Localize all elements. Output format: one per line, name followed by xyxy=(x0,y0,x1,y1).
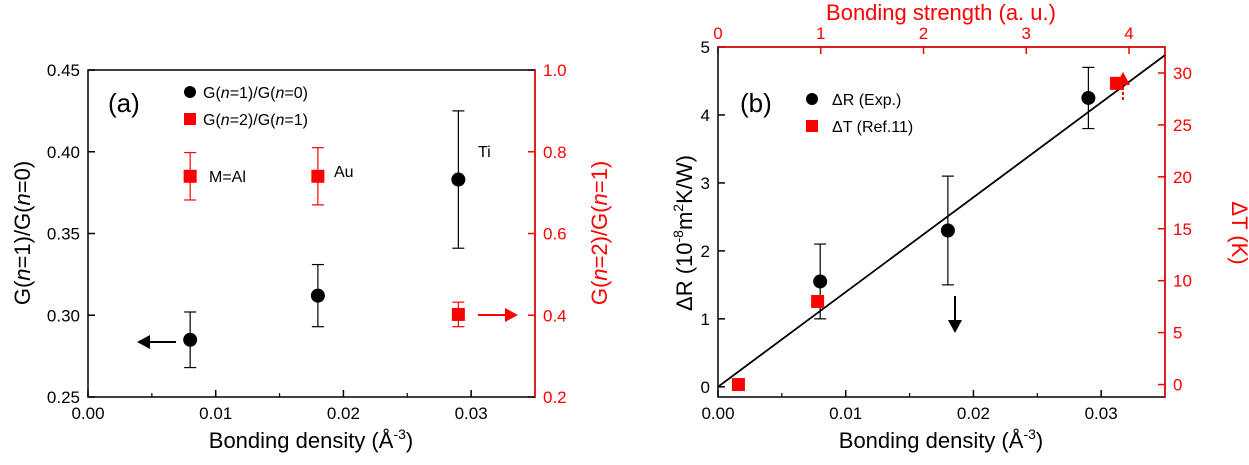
panel-a-plot-frame xyxy=(87,69,536,398)
y-right-tick-label: 0.6 xyxy=(543,225,567,244)
data-point-circle xyxy=(183,332,198,347)
y-left-tick-label: 0.25 xyxy=(47,388,80,407)
x-tick-label: 0.01 xyxy=(199,404,232,423)
y-right-tick-label: 5 xyxy=(1173,324,1182,343)
y-right-tick-label: 1.0 xyxy=(543,61,567,80)
annotation-au: Au xyxy=(334,164,354,181)
x2-tick-label: 3 xyxy=(1022,24,1031,43)
y-right-tick-label: 10 xyxy=(1173,272,1192,291)
legend-marker-square xyxy=(806,120,818,132)
legend-marker-circle xyxy=(184,86,196,98)
arrow-down-head-icon xyxy=(948,320,962,333)
arrow-left-head-icon xyxy=(137,335,150,349)
x-tick-label: 0.01 xyxy=(829,404,862,423)
y-left-tick-label: 5 xyxy=(701,38,710,57)
panel-b-marks xyxy=(717,54,1166,392)
data-point-square xyxy=(451,307,465,321)
y-left-tick-label: 4 xyxy=(701,106,710,125)
panel-a-legend: G(n=1)/G(n=0) G(n=2)/G(n=1) xyxy=(184,85,308,129)
data-point-circle xyxy=(1081,90,1096,105)
legend-item-0: G(n=1)/G(n=0) xyxy=(203,85,308,102)
x2-tick-label: 2 xyxy=(919,24,928,43)
legend-item-1: ΔT (Ref.11) xyxy=(832,119,913,136)
legend-item-1: G(n=2)/G(n=1) xyxy=(203,112,308,129)
fit-line xyxy=(717,54,1166,388)
x-tick-label: 0.00 xyxy=(701,404,734,423)
y-right-tick-label: 0 xyxy=(1173,376,1182,395)
x-tick-label: 0.03 xyxy=(455,404,488,423)
y-right-tick-label: 30 xyxy=(1173,64,1192,83)
panel-b-ylabel-left: ΔR (10-8m2K/W) xyxy=(670,155,697,311)
x-tick-label: 0.00 xyxy=(71,404,104,423)
y-right-tick-label: 0.4 xyxy=(543,306,567,325)
data-point-circle xyxy=(813,274,828,289)
panel-a: 0.00 0.01 0.02 0.03 0.25 0.30 0.35 0.40 0.45 0.2 0… xyxy=(10,61,612,453)
data-point-square xyxy=(311,169,325,183)
legend-marker-square xyxy=(184,113,196,125)
y-left-tick-label: 2 xyxy=(701,242,710,261)
panel-a-ylabel-left: G(n=1)/G(n=0) xyxy=(10,161,35,305)
panel-b-legend: ΔR (Exp.) ΔT (Ref.11) xyxy=(806,92,913,136)
y-left-tick-label: 3 xyxy=(701,174,710,193)
panel-a-ylabel-right: G(n=2)/G(n=1) xyxy=(587,161,612,305)
y-left-tick-label: 0.40 xyxy=(47,143,80,162)
y-left-tick-label: 0.45 xyxy=(47,61,80,80)
arrow-up-head-icon xyxy=(1116,72,1130,85)
x2-tick-label: 1 xyxy=(816,24,825,43)
panel-a-ticks: 0.00 0.01 0.02 0.03 0.25 0.30 0.35 0.40 0.45 0.2 0… xyxy=(47,61,567,423)
y-left-tick-label: 1 xyxy=(701,310,710,329)
y-left-tick-label: 0.30 xyxy=(47,306,80,325)
x-tick-label: 0.02 xyxy=(957,404,990,423)
data-point-square xyxy=(183,169,197,183)
y-right-tick-label: 15 xyxy=(1173,220,1192,239)
data-point-circle xyxy=(310,288,325,303)
y-right-tick-label: 25 xyxy=(1173,116,1192,135)
legend-item-0: ΔR (Exp.) xyxy=(832,92,901,109)
panel-a-marks xyxy=(183,110,466,369)
x-tick-label: 0.03 xyxy=(1085,404,1118,423)
arrow-right-head-icon xyxy=(505,308,518,322)
y-right-tick-label: 0.2 xyxy=(543,388,567,407)
annotation-m-al: M=Al xyxy=(209,169,246,186)
panel-b-ylabel-right: ΔT (K) xyxy=(1227,201,1249,264)
data-point-square xyxy=(811,294,825,308)
data-point-circle xyxy=(940,223,955,238)
panel-b-x2label: Bonding strength (a. u.) xyxy=(826,0,1056,25)
x2-tick-label: 4 xyxy=(1124,24,1133,43)
panel-b-xlabel: Bonding density (Å-3) xyxy=(839,426,1043,453)
legend-marker-circle xyxy=(806,93,818,105)
annotation-ti: Ti xyxy=(478,144,491,161)
x-tick-label: 0.02 xyxy=(327,404,360,423)
panel-b-label: (b) xyxy=(740,88,772,118)
x2-tick-label: 0 xyxy=(713,24,722,43)
y-left-tick-label: 0.35 xyxy=(47,225,80,244)
y-right-tick-label: 20 xyxy=(1173,168,1192,187)
y-left-tick-label: 0 xyxy=(701,378,710,397)
data-point-circle xyxy=(451,172,466,187)
panel-a-xlabel: Bonding density (Å-3) xyxy=(209,426,413,453)
data-point-square xyxy=(731,378,745,392)
y-right-tick-label: 0.8 xyxy=(543,143,567,162)
panel-a-label: (a) xyxy=(108,88,140,118)
